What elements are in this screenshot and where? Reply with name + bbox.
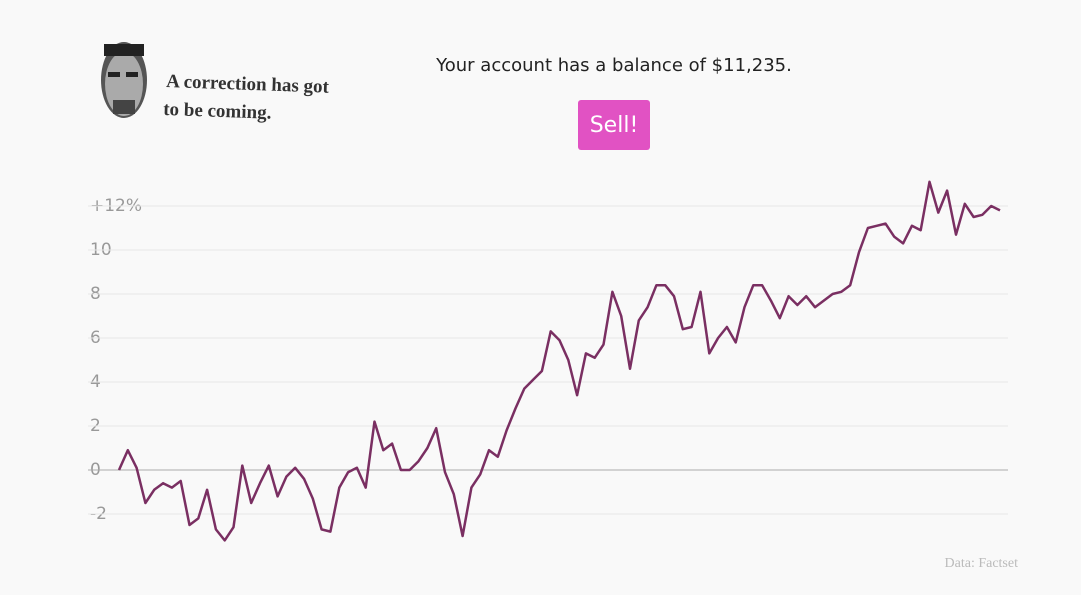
avatar-eye	[126, 72, 138, 77]
price-line	[117, 180, 1001, 542]
speech-line: to be coming.	[163, 99, 272, 124]
balance: Your account has a balance of $11,235.	[435, 55, 792, 76]
source: Data: Factset	[945, 556, 1019, 571]
button-bg[interactable]	[578, 100, 650, 150]
sell-button[interactable]: Sell!	[578, 100, 650, 150]
avatar-beard	[113, 100, 135, 114]
button-label[interactable]: Sell!	[590, 113, 639, 138]
avatar	[101, 42, 147, 118]
avatar-eye	[108, 72, 120, 77]
avatar-hair	[104, 44, 144, 56]
